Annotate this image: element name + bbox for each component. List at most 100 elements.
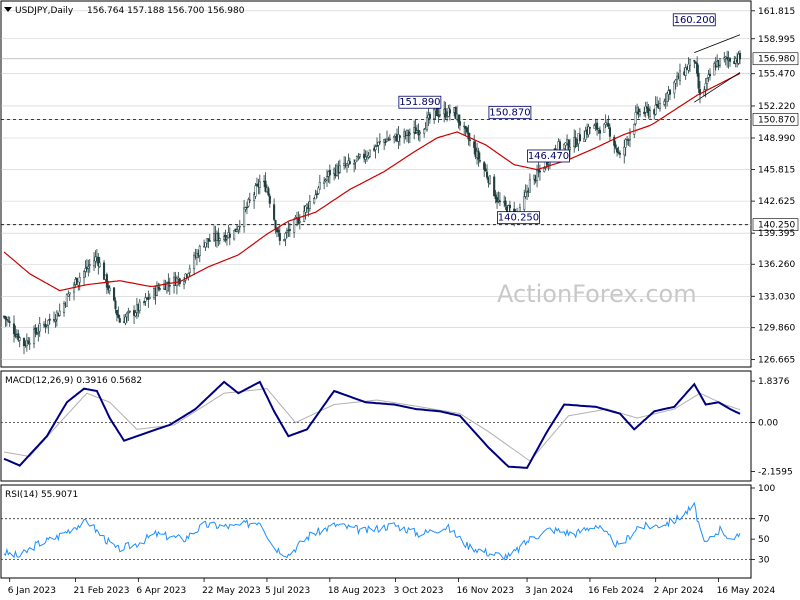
annotation-label: 151.890 [399, 97, 440, 108]
macd-axis-tick: -2.1595 [751, 467, 793, 477]
candle-body [538, 170, 541, 173]
candle-body [77, 281, 80, 286]
candle-body [673, 81, 676, 94]
candle-body [284, 233, 287, 240]
time-axis-tick: 16 Feb 2024 [588, 578, 644, 596]
candle-body [574, 137, 577, 147]
price-axis-tick: 142.625 [751, 197, 795, 207]
candle-body [713, 63, 716, 76]
time-axis-tick: 2 Apr 2024 [654, 578, 704, 596]
candle-body [423, 129, 426, 134]
candle-body [583, 138, 586, 142]
candle-body [596, 122, 599, 130]
time-tick-label: 2 Apr 2024 [654, 586, 704, 596]
candle-body [117, 314, 120, 318]
rsi-axis-tick: 100 [751, 484, 775, 494]
candle-body [245, 206, 249, 209]
candle-body [558, 141, 561, 150]
price-tick-label: 126.665 [758, 355, 795, 365]
candle-body [297, 218, 300, 224]
candle-body [228, 233, 231, 238]
candle-body [587, 126, 590, 135]
candle-body [495, 197, 499, 203]
candle-body [388, 138, 391, 141]
time-tick-label: 16 Nov 2023 [456, 586, 514, 596]
candle-body [72, 284, 76, 293]
candle-body [258, 181, 261, 188]
candle-body [62, 303, 66, 313]
candle-body [308, 201, 311, 209]
candle-body [108, 287, 111, 292]
candle-body [267, 188, 270, 196]
time-axis-tick: 22 May 2023 [202, 578, 261, 596]
candle-body [68, 292, 71, 295]
candle-body [668, 89, 672, 95]
macd-axis-tick: 1.8376 [751, 377, 790, 387]
candle-body [603, 123, 606, 133]
candle-body [27, 340, 30, 345]
candle-body [355, 156, 359, 162]
time-axis-tick: 6 Apr 2023 [136, 578, 186, 596]
time-tick-label: 21 Feb 2023 [73, 586, 129, 596]
candle-body [17, 333, 20, 341]
rsi-tick-label: 50 [758, 535, 770, 545]
rsi-levels [1, 518, 751, 561]
candle-body [345, 163, 349, 166]
dropdown-triangle-icon[interactable] [4, 7, 12, 12]
candle-body [485, 171, 489, 178]
macd-line [3, 380, 741, 469]
candle-body [183, 281, 186, 285]
rsi-line [3, 501, 741, 561]
candle-body [98, 262, 101, 267]
candle-body [738, 53, 742, 60]
candle-body [18, 337, 21, 341]
candle-body [524, 192, 527, 197]
candle-body [353, 163, 356, 165]
candle-body [377, 141, 380, 146]
price-tick-label: 142.625 [758, 197, 795, 207]
price-tick-label: 145.815 [758, 165, 795, 175]
candle-body [288, 229, 291, 232]
candle-body [247, 199, 250, 207]
candle-body [304, 205, 307, 213]
candle-body [588, 127, 591, 129]
candle-body [444, 108, 447, 118]
candle-body [718, 58, 722, 66]
time-tick-label: 22 May 2023 [202, 586, 261, 596]
candle-body [75, 277, 78, 285]
rsi-axis-tick: 30 [751, 556, 770, 566]
candle-body [693, 60, 696, 62]
price-tick-label: 136.260 [758, 260, 795, 270]
candle-body [643, 111, 646, 114]
candle-body [143, 301, 146, 303]
time-axis-tick: 5 Jul 2023 [265, 578, 310, 596]
time-tick-label: 5 Jul 2023 [265, 586, 310, 596]
price-tick-label: 148.990 [758, 134, 795, 144]
annotation-box [527, 149, 570, 163]
candle-body [67, 293, 70, 297]
price-tick-label: 161.815 [758, 7, 795, 17]
candle-body [134, 312, 137, 317]
candle-body [656, 103, 659, 107]
price-annotations: 151.890 150.870 146.470 140.250 160.200 [398, 13, 716, 225]
candle-body [4, 316, 7, 320]
candle-body [504, 200, 507, 206]
candle-body [658, 103, 662, 109]
candle-body [697, 72, 700, 89]
candle-body [253, 194, 256, 201]
candle-body [65, 294, 68, 307]
price-axis-tick: 126.665 [751, 355, 795, 365]
candle-body [617, 151, 620, 154]
candle-body [48, 318, 51, 321]
candle-body [188, 268, 191, 273]
candle-body [94, 256, 97, 262]
candle-body [318, 182, 321, 190]
candle-body [125, 313, 128, 318]
price-tick-label: 156.980 [758, 55, 795, 65]
candle-body [52, 319, 56, 321]
candle-body [418, 132, 421, 134]
candle-body [437, 114, 440, 117]
price-horizontal-levels [1, 58, 751, 226]
candle-body [285, 230, 289, 233]
